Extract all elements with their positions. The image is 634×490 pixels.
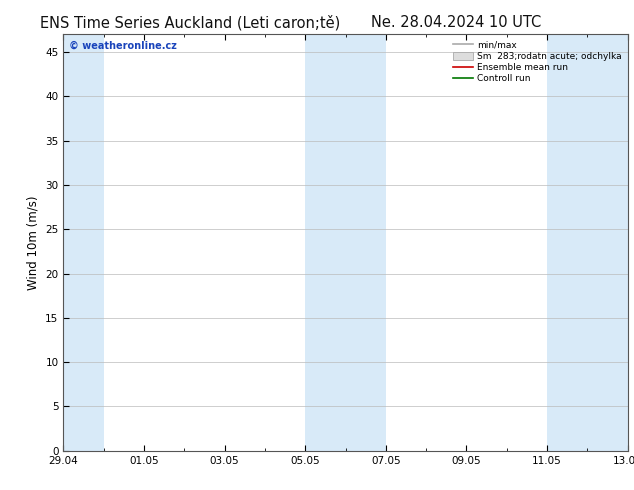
Text: © weatheronline.cz: © weatheronline.cz <box>69 41 177 50</box>
Bar <box>305 34 386 451</box>
Y-axis label: Wind 10m (m/s): Wind 10m (m/s) <box>27 196 40 290</box>
Legend: min/max, Sm  283;rodatn acute; odchylka, Ensemble mean run, Controll run: min/max, Sm 283;rodatn acute; odchylka, … <box>451 39 623 85</box>
Bar <box>63 34 104 451</box>
Text: Ne. 28.04.2024 10 UTC: Ne. 28.04.2024 10 UTC <box>372 15 541 30</box>
Text: ENS Time Series Auckland (Leti caron;tě): ENS Time Series Auckland (Leti caron;tě) <box>40 15 340 30</box>
Bar <box>547 34 628 451</box>
